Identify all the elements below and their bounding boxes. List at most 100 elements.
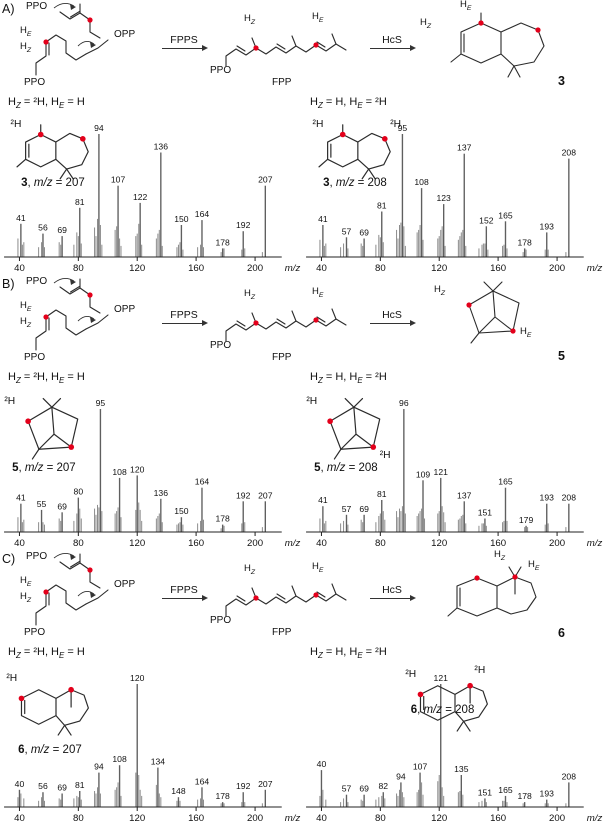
svg-text:80: 80 — [375, 813, 386, 824]
fpp-he-label: HE — [312, 11, 324, 24]
svg-text:80: 80 — [73, 813, 84, 824]
product-6-skeleton-drawing — [447, 566, 537, 617]
svg-text:41: 41 — [318, 495, 328, 505]
opp-label: OPP — [114, 579, 136, 590]
reaction-arrow-fpps: FPPS — [160, 309, 208, 326]
structure-inset-6: ²H — [6, 673, 89, 736]
svg-text:193: 193 — [540, 493, 555, 503]
svg-text:178: 178 — [215, 237, 230, 247]
fpp-ppo-label: PPO — [210, 65, 232, 76]
product-structure-5: HZ HE 5 — [416, 275, 586, 371]
spectrum-plot: 40 57 69 82 94 107 121 135 151 165 178 193 208 40 80 12… — [306, 673, 603, 824]
opp-label: OPP — [114, 29, 136, 40]
product-5-skeleton-drawing — [466, 281, 520, 344]
svg-text:69: 69 — [359, 228, 369, 238]
isotope-conditions-a: HZ = ²H, HE = H HZ = H, HE = ²H — [0, 96, 604, 112]
svg-text:192: 192 — [236, 220, 251, 230]
svg-text:m/z: m/z — [285, 538, 301, 549]
condition-right: HZ = H, HE = ²H — [310, 96, 387, 111]
condition-left: HZ = ²H, HE = H — [8, 371, 85, 386]
svg-text:55: 55 — [37, 499, 47, 509]
mass-spectrum-6-207: 40 56 69 81 94 108 120 134 148 164 178 192 207 40 80 12… — [0, 662, 302, 825]
svg-text:109: 109 — [416, 469, 431, 479]
spectrum-plot: 41 57 69 81 96 109 121 137 151 165 179 193 208 40 80 12… — [306, 398, 603, 549]
fpp-he-label: HE — [312, 286, 324, 299]
ppo-top-label: PPO — [26, 276, 48, 287]
svg-text:94: 94 — [94, 762, 104, 772]
reaction-scheme-c: C) PPO HE HZ OPP — [0, 550, 604, 646]
spectra-a: 41 56 69 81 94 107 122 136 150 164 178 192 207 40 80 12… — [0, 112, 604, 275]
svg-text:95: 95 — [96, 398, 106, 408]
svg-text:41: 41 — [16, 213, 26, 223]
svg-text:150: 150 — [174, 506, 189, 516]
svg-text:94: 94 — [396, 771, 406, 781]
svg-text:200: 200 — [247, 538, 263, 549]
svg-text:179: 179 — [519, 515, 534, 525]
svg-text:135: 135 — [454, 764, 469, 774]
svg-text:81: 81 — [75, 197, 85, 207]
svg-text:207: 207 — [258, 490, 273, 500]
arrow-shaft — [162, 44, 208, 51]
svg-text:40: 40 — [14, 538, 25, 549]
svg-text:56: 56 — [38, 781, 48, 791]
svg-text:178: 178 — [517, 237, 532, 247]
svg-text:69: 69 — [57, 783, 67, 793]
svg-text:120: 120 — [130, 464, 145, 474]
condition-left: HZ = ²H, HE = H — [8, 646, 85, 661]
svg-text:136: 136 — [154, 142, 169, 152]
arrow-shaft — [162, 594, 208, 601]
svg-text:41: 41 — [318, 214, 328, 224]
svg-text:200: 200 — [549, 538, 565, 549]
reaction-scheme-a: A) PPO HE HZ OPP — [0, 0, 604, 96]
product-hz-label: HZ — [420, 17, 432, 30]
condition-left: HZ = ²H, HE = H — [8, 96, 85, 111]
svg-text:151: 151 — [478, 508, 493, 518]
deuterium-label: ²H — [6, 673, 17, 684]
svg-text:200: 200 — [549, 813, 565, 824]
enzyme-label-hcs: HcS — [382, 33, 402, 46]
fpp-hz-label: HZ — [244, 563, 256, 576]
structure-inset-5: ²H ²H — [306, 396, 390, 461]
deuterium-label: ²H — [306, 396, 317, 407]
enzyme-label-fpps: FPPS — [170, 33, 198, 46]
svg-text:123: 123 — [436, 193, 451, 203]
spectrum-plot: 41 56 69 81 94 107 122 136 150 164 178 192 207 40 80 12… — [4, 123, 301, 274]
svg-text:81: 81 — [75, 780, 85, 790]
mass-spectrum-6-208: 40 57 69 82 94 107 121 135 151 165 178 193 208 40 80 12… — [302, 662, 604, 825]
svg-text:160: 160 — [188, 813, 204, 824]
isotope-conditions-c: HZ = ²H, HE = H HZ = H, HE = ²H — [0, 646, 604, 662]
arrow-shaft — [370, 44, 416, 51]
hz-label: HZ — [20, 591, 32, 604]
panel-letter: C) — [2, 552, 16, 566]
spectrum-title: 5, m/z = 208 — [314, 461, 378, 474]
substrate-structure: PPO HE HZ OPP PPO — [20, 550, 160, 646]
svg-text:57: 57 — [342, 226, 352, 236]
svg-text:57: 57 — [342, 504, 352, 514]
product-structure-3: HE HZ 3 — [416, 0, 586, 96]
svg-text:m/z: m/z — [285, 263, 301, 274]
isotope-conditions-b: HZ = ²H, HE = H HZ = H, HE = ²H — [0, 371, 604, 387]
product-hz-label: HZ — [494, 549, 506, 562]
svg-text:m/z: m/z — [587, 538, 603, 549]
svg-text:193: 193 — [540, 789, 555, 799]
spectrum-title: 6, m/z = 207 — [18, 743, 82, 756]
svg-text:178: 178 — [215, 791, 230, 801]
svg-text:80: 80 — [375, 263, 386, 274]
svg-text:m/z: m/z — [587, 263, 603, 274]
svg-text:40: 40 — [317, 759, 327, 769]
substrate-structure: PPO HE HZ OPP PPO — [20, 0, 160, 96]
svg-text:148: 148 — [171, 786, 186, 796]
product-3-skeleton-drawing — [450, 12, 545, 78]
svg-text:57: 57 — [342, 784, 352, 794]
fpp-skeleton-drawing — [225, 583, 347, 617]
deuterium-label: ²H — [474, 665, 485, 676]
svg-text:137: 137 — [457, 143, 472, 153]
product-number: 5 — [558, 349, 565, 363]
structure-inset-6: ²H ²H — [405, 665, 488, 732]
ppo-top-label: PPO — [26, 1, 48, 12]
spectrum-plot: 40 56 69 81 94 108 120 134 148 164 178 192 207 40 80 12… — [4, 673, 300, 824]
deuterium-label: ²H — [11, 119, 22, 130]
product-number: 3 — [558, 74, 565, 88]
svg-text:m/z: m/z — [587, 813, 603, 824]
